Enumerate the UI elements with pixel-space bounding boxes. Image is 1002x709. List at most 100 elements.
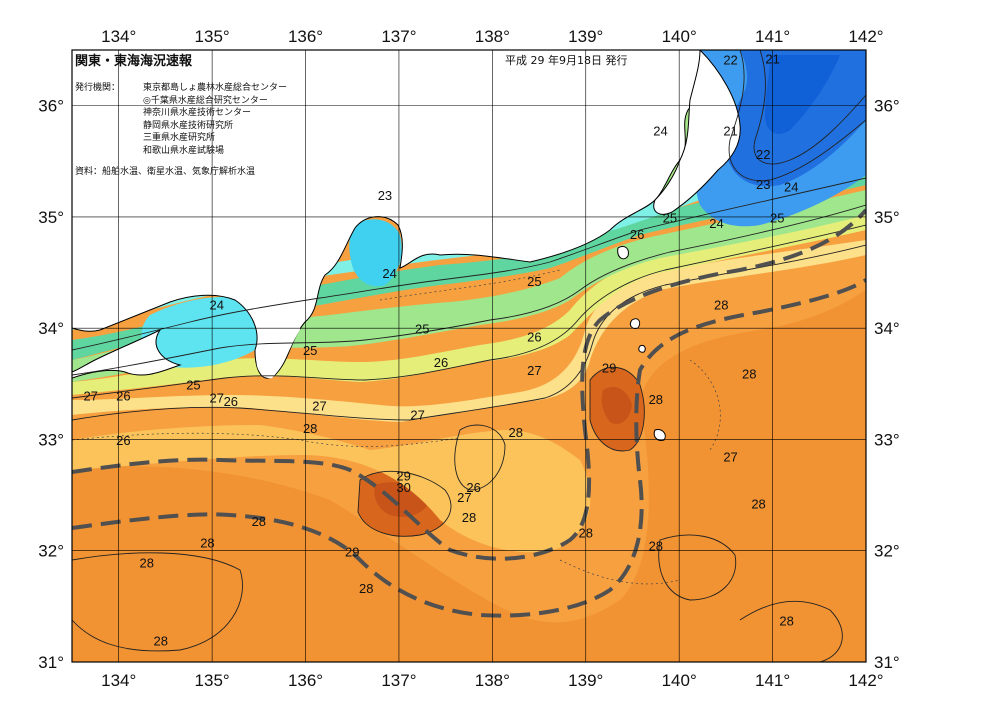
isotherm-label: 30: [396, 480, 410, 495]
isotherm-label: 25: [415, 322, 429, 337]
kuroshio-axis-south: [72, 278, 866, 618]
isotherm-label: 29: [602, 361, 616, 376]
isotherm-label: 27: [527, 363, 541, 378]
issuer-org: 三重県水産研究所: [143, 133, 216, 143]
isotherm-label: 25: [527, 274, 541, 289]
sst-band-29: [72, 290, 866, 662]
sst-ise-bay: [349, 219, 402, 287]
kuroshio-axis-main: [72, 208, 866, 561]
isotherm-label: 26: [466, 480, 480, 495]
isotherm-label: 28: [252, 514, 266, 529]
isotherm-label: 26: [116, 389, 130, 404]
sst-cold-20: [765, 55, 840, 135]
data-source: 資料：船舶水温、衛星水温、気象庁解析水温: [75, 167, 256, 177]
issuer-org: ◎千葉県水産総合研究センター: [143, 95, 268, 106]
lat-label: 33°: [38, 430, 64, 449]
isotherm-label: 25: [186, 377, 200, 392]
land-boso: [653, 50, 741, 215]
lon-labels-bottom: 134° 135° 136° 137° 138° 139° 140° 141° 142°: [101, 671, 883, 690]
isotherm-label: 27: [457, 490, 471, 505]
sst-osaka-bay: [141, 296, 266, 368]
lon-label: 134°: [101, 27, 136, 46]
isotherm-label: 26: [116, 433, 130, 448]
lon-label: 136°: [288, 671, 323, 690]
isotherm-label: 26: [224, 394, 238, 409]
isotherm-label: 28: [200, 535, 214, 550]
lon-label: 140°: [662, 27, 697, 46]
lon-label: 139°: [568, 27, 603, 46]
lat-label: 34°: [38, 319, 64, 338]
isotherm-label: 28: [139, 555, 153, 570]
lat-label: 34°: [874, 319, 900, 338]
isotherm-label: 24: [210, 297, 224, 312]
lat-label: 36°: [874, 97, 900, 116]
isotherm-label: 29: [345, 544, 359, 559]
lon-label: 138°: [475, 27, 510, 46]
lon-label: 138°: [475, 671, 510, 690]
lat-label: 35°: [874, 208, 900, 227]
isotherm-label: 27: [210, 391, 224, 406]
graticule: [72, 50, 866, 662]
isotherm-label: 22: [756, 147, 770, 162]
land-izu-island-1: [617, 245, 629, 260]
isotherm-label: 24: [784, 179, 798, 194]
isotherm-label: 28: [508, 425, 522, 440]
contour-labels: 21 22 21 22 23 24 24 23 25 24 25 26 24 25 24 28 25 26 25 26…: [83, 51, 798, 648]
isotherm-label: 23: [756, 177, 770, 192]
sst-band-27: [72, 240, 866, 422]
dotted-isotherms: [72, 269, 721, 585]
isotherm-label: 28: [742, 366, 756, 381]
lat-label: 31°: [38, 653, 64, 672]
land-izu-island-4: [638, 345, 646, 353]
isotherm-label: 28: [579, 525, 593, 540]
lat-label: 35°: [38, 208, 64, 227]
sst-band-28: [72, 425, 591, 553]
isotherm-label: 28: [649, 539, 663, 554]
land-shikoku: [72, 328, 182, 379]
lon-label: 139°: [568, 671, 603, 690]
lon-label: 142°: [848, 671, 883, 690]
lat-label: 32°: [874, 542, 900, 561]
issuing-agencies: 発行機関： 東京都島しょ農林水産総合センター ◎千葉県水産総合研究センター 神奈…: [75, 82, 287, 157]
isotherm-label: 27: [312, 399, 326, 414]
isotherm-label: 28: [462, 510, 476, 525]
lon-label: 134°: [101, 671, 136, 690]
lat-labels-right: 36° 35° 34° 33° 32° 31°: [874, 97, 900, 672]
isotherm-label: 21: [723, 124, 737, 139]
land-izu-island-2: [629, 318, 641, 329]
land-kii-cover: [250, 300, 300, 379]
lon-label: 135°: [195, 671, 230, 690]
lon-label: 142°: [848, 27, 883, 46]
isotherm-label: 27: [723, 450, 737, 465]
isotherm-label: 23: [378, 188, 392, 203]
lat-label: 31°: [874, 653, 900, 672]
isotherm-label: 28: [649, 392, 663, 407]
isotherm-label: 26: [630, 227, 644, 242]
isotherm-label: 26: [434, 355, 448, 370]
lat-label: 32°: [38, 542, 64, 561]
issuer-org: 神奈川県水産技術センター: [143, 108, 252, 118]
isotherm-label: 27: [410, 407, 424, 422]
lon-label: 141°: [755, 671, 790, 690]
isotherm-label: 25: [303, 343, 317, 358]
isotherm-label: 22: [723, 52, 737, 67]
isotherm-label: 28: [779, 613, 793, 628]
isotherm-lines: [72, 50, 866, 662]
lon-label: 137°: [381, 671, 416, 690]
lon-label: 136°: [288, 27, 323, 46]
map-title: 関東・東海海況速報: [75, 54, 193, 69]
map-frame: [71, 49, 867, 663]
isotherm-label: 21: [765, 51, 779, 66]
sst-band-26: [72, 215, 866, 395]
issuer-org: 東京都島しょ農林水産総合センター: [143, 83, 288, 93]
isotherm-label: 25: [770, 210, 784, 225]
lon-label: 141°: [755, 27, 790, 46]
lon-label: 137°: [381, 27, 416, 46]
isotherm-label: 24: [709, 216, 723, 231]
issuer-org: 静岡県水産技術研究所: [143, 120, 234, 131]
isotherm-label: 24: [653, 124, 667, 139]
lat-label: 33°: [874, 430, 900, 449]
lon-label: 135°: [195, 27, 230, 46]
isotherm-label: 27: [83, 389, 97, 404]
lat-label: 36°: [38, 97, 64, 116]
